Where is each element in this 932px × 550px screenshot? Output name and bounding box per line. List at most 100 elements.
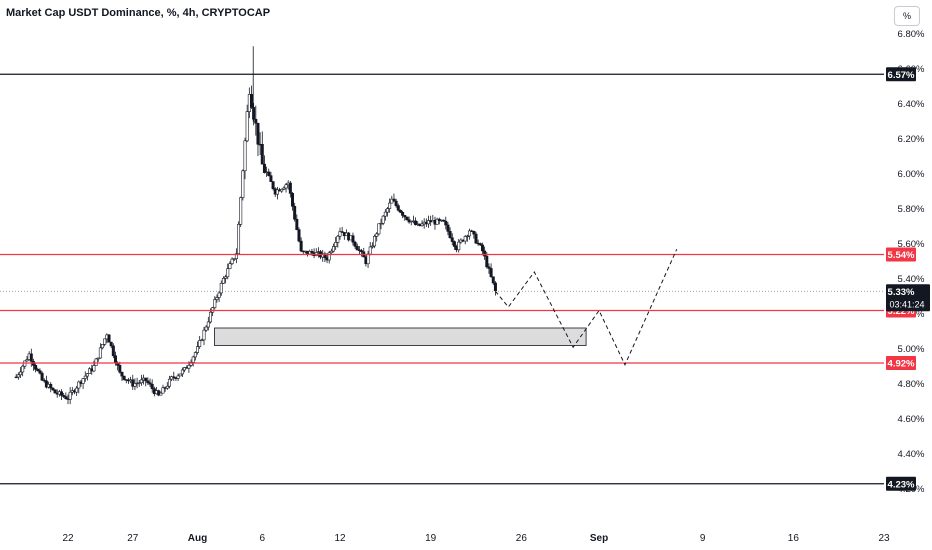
candle-41 (103, 338, 107, 347)
candle-213 (474, 231, 478, 244)
current-price-label: 5.33% (888, 287, 915, 298)
candle-38 (96, 357, 100, 362)
candle-43 (107, 333, 111, 343)
candle-220 (489, 263, 493, 278)
percent-scale-button[interactable]: % (894, 6, 920, 26)
candle-33 (85, 372, 89, 381)
candle-185 (414, 217, 418, 226)
candle-40 (101, 344, 105, 350)
zone-box (214, 327, 587, 346)
candle-105 (241, 169, 245, 201)
candle-150 (338, 227, 342, 240)
candle-103 (237, 221, 241, 254)
candle-5 (25, 355, 29, 362)
candle-131 (297, 227, 301, 243)
candle-3 (21, 364, 25, 377)
candle-57 (137, 380, 141, 387)
candle-44 (109, 341, 113, 349)
candle-32 (83, 371, 87, 382)
candle-176 (394, 198, 398, 208)
candle-84 (196, 341, 200, 355)
candle-216 (480, 242, 484, 256)
candle-200 (446, 222, 450, 236)
y-tick-label: 4.60% (898, 414, 925, 425)
candle-94 (217, 290, 221, 303)
candle-89 (206, 316, 210, 331)
y-tick-label: 5.00% (898, 344, 925, 355)
candle-222 (493, 281, 497, 296)
candle-195 (435, 217, 439, 225)
candle-198 (442, 219, 446, 222)
candle-29 (77, 380, 81, 394)
candle-125 (284, 183, 288, 193)
candle-75 (176, 373, 180, 382)
price-labels: 6.57% 5.54% 5.22% 4.92% 4.23% 5.33%03:41:24 (886, 67, 930, 491)
candle-87 (202, 326, 206, 346)
candle-168 (377, 223, 381, 236)
candle-191 (427, 215, 431, 228)
candle-86 (200, 338, 204, 342)
current-price-box (886, 284, 930, 312)
candle-10 (36, 367, 40, 372)
y-tick-label: 5.60% (898, 239, 925, 250)
y-tick-label: 5.80% (898, 204, 925, 215)
projection-path[interactable] (495, 249, 678, 366)
time-axis[interactable]: 22 27 Aug 6 12 19 26 Sep 9 16 23 (62, 533, 890, 544)
candle-121 (275, 186, 279, 200)
x-tick-label: Aug (188, 533, 207, 544)
candle-17 (51, 387, 55, 392)
candle-0 (14, 373, 18, 379)
candle-99 (228, 261, 232, 270)
y-tick-label: 6.80% (898, 29, 925, 40)
candle-28 (75, 385, 79, 396)
horizontal-levels[interactable] (0, 73, 884, 485)
x-tick-label: 12 (334, 533, 346, 544)
candle-209 (465, 234, 469, 242)
candle-203 (452, 240, 456, 250)
y-tick-label: 6.20% (898, 134, 925, 145)
candle-117 (267, 168, 271, 177)
candle-25 (68, 387, 72, 405)
candle-179 (401, 210, 405, 219)
candle-210 (468, 228, 472, 240)
candle-77 (180, 367, 184, 378)
level-label-bg (886, 67, 916, 82)
x-tick-label: 26 (516, 533, 528, 544)
level-label-bg (886, 476, 916, 491)
candle-49 (120, 371, 124, 381)
candle-2 (19, 367, 23, 379)
candle-180 (403, 214, 407, 221)
candle-165 (370, 242, 374, 249)
candle-219 (487, 263, 491, 274)
candle-85 (198, 336, 202, 349)
candle-173 (388, 198, 392, 213)
candle-145 (327, 250, 331, 264)
candle-119 (271, 180, 275, 191)
candle-50 (122, 375, 126, 381)
candle-45 (111, 343, 115, 359)
candle-100 (230, 257, 234, 266)
candle-18 (53, 389, 57, 394)
candle-172 (385, 206, 389, 217)
candle-199 (444, 216, 448, 230)
candle-217 (483, 246, 487, 260)
candle-88 (204, 325, 208, 332)
y-tick-label: 4.80% (898, 379, 925, 390)
candle-156 (351, 232, 355, 246)
candle-71 (167, 375, 171, 389)
support-zone[interactable] (214, 327, 587, 346)
candle-208 (463, 234, 467, 245)
y-tick-label: 5.40% (898, 274, 925, 285)
countdown-label: 03:41:24 (889, 299, 924, 309)
candle-112 (256, 122, 260, 157)
candle-177 (396, 203, 400, 212)
candle-124 (282, 186, 286, 190)
candle-21 (60, 389, 64, 401)
y-tick-label: 6.00% (898, 169, 925, 180)
candle-60 (144, 377, 148, 387)
level-label-3: 4.92% (888, 359, 915, 370)
candle-157 (353, 240, 357, 249)
x-tick-label: 16 (788, 533, 800, 544)
candle-76 (178, 373, 182, 377)
